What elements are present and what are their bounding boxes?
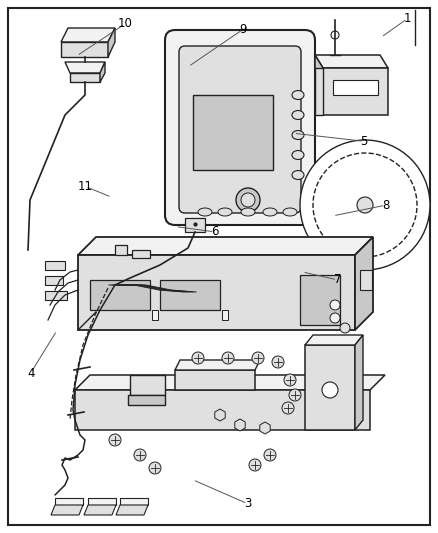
Ellipse shape <box>292 171 304 180</box>
Circle shape <box>272 356 284 368</box>
Bar <box>132 250 150 258</box>
Bar <box>222 310 228 320</box>
Circle shape <box>222 352 234 364</box>
Bar <box>333 80 378 95</box>
Bar <box>360 270 372 290</box>
Circle shape <box>192 352 204 364</box>
Ellipse shape <box>263 208 277 216</box>
Polygon shape <box>315 68 323 115</box>
Bar <box>183 238 198 248</box>
Polygon shape <box>108 28 115 57</box>
Circle shape <box>134 449 146 461</box>
Circle shape <box>149 462 161 474</box>
Text: 3: 3 <box>244 497 251 510</box>
Bar <box>90 280 150 310</box>
Polygon shape <box>116 505 148 515</box>
Polygon shape <box>88 498 116 505</box>
Polygon shape <box>84 505 116 515</box>
Polygon shape <box>315 55 388 68</box>
Polygon shape <box>51 505 83 515</box>
Polygon shape <box>100 62 105 82</box>
Ellipse shape <box>218 208 232 216</box>
Polygon shape <box>305 345 355 430</box>
FancyBboxPatch shape <box>179 46 301 213</box>
Polygon shape <box>175 370 255 390</box>
Text: 7: 7 <box>333 273 341 286</box>
Bar <box>115 245 127 255</box>
Polygon shape <box>130 375 165 395</box>
Ellipse shape <box>292 91 304 100</box>
Polygon shape <box>78 255 355 330</box>
Ellipse shape <box>292 110 304 119</box>
Circle shape <box>330 300 340 310</box>
Polygon shape <box>355 335 363 430</box>
Circle shape <box>357 197 373 213</box>
Text: 10: 10 <box>117 18 132 30</box>
Polygon shape <box>55 498 83 505</box>
Polygon shape <box>75 390 370 430</box>
Polygon shape <box>323 68 388 115</box>
Circle shape <box>284 374 296 386</box>
Bar <box>45 276 63 285</box>
Ellipse shape <box>283 208 297 216</box>
Polygon shape <box>355 237 373 330</box>
Polygon shape <box>70 73 100 82</box>
Ellipse shape <box>292 150 304 159</box>
Circle shape <box>241 193 255 207</box>
Bar <box>160 280 220 310</box>
Text: 8: 8 <box>382 199 389 212</box>
Bar <box>185 218 205 232</box>
Circle shape <box>330 313 340 323</box>
Bar <box>152 310 158 320</box>
Ellipse shape <box>198 208 212 216</box>
Circle shape <box>249 459 261 471</box>
Circle shape <box>322 382 338 398</box>
Polygon shape <box>65 62 105 73</box>
Ellipse shape <box>292 131 304 140</box>
Bar <box>193 95 273 170</box>
Polygon shape <box>175 360 260 370</box>
Ellipse shape <box>241 208 255 216</box>
Text: 9: 9 <box>239 23 247 36</box>
Polygon shape <box>120 498 148 505</box>
Circle shape <box>289 389 301 401</box>
Polygon shape <box>128 395 165 405</box>
FancyBboxPatch shape <box>165 30 315 225</box>
Polygon shape <box>61 42 108 57</box>
Circle shape <box>252 352 264 364</box>
Circle shape <box>300 140 430 270</box>
Polygon shape <box>78 237 373 255</box>
Circle shape <box>331 31 339 39</box>
Polygon shape <box>75 375 385 390</box>
Bar <box>45 261 65 270</box>
Text: 4: 4 <box>27 367 35 379</box>
Polygon shape <box>315 55 323 115</box>
Circle shape <box>340 323 350 333</box>
Text: 6: 6 <box>211 225 219 238</box>
Bar <box>300 275 340 325</box>
Circle shape <box>236 188 260 212</box>
Circle shape <box>282 402 294 414</box>
Bar <box>45 291 67 300</box>
Polygon shape <box>61 28 115 42</box>
Circle shape <box>109 434 121 446</box>
Circle shape <box>264 449 276 461</box>
Text: 1: 1 <box>403 12 411 25</box>
Text: 11: 11 <box>78 180 93 193</box>
Polygon shape <box>305 335 363 345</box>
Text: 5: 5 <box>360 135 367 148</box>
